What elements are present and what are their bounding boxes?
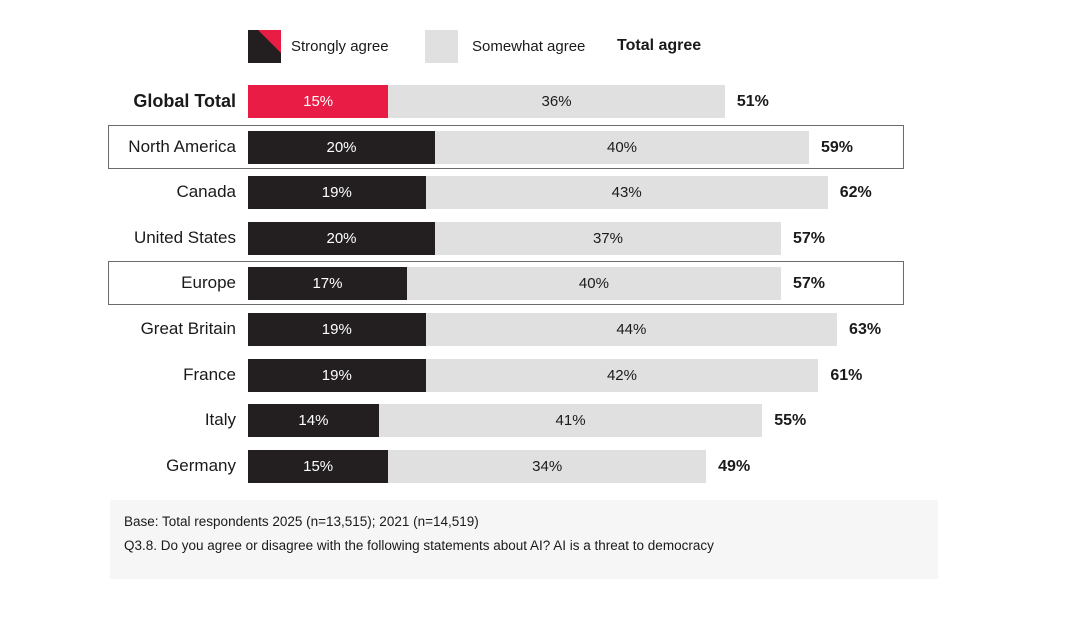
value-label-total-agree-france: 61% <box>830 366 863 384</box>
value-label-somewhat-agree-italy: 41% <box>555 412 586 430</box>
bar-strongly-agree-great-britain <box>248 313 426 346</box>
value-label-somewhat-agree-united-states: 37% <box>592 229 623 247</box>
bar-somewhat-agree-france <box>425 358 819 392</box>
bar-strongly-agree-global-total <box>248 85 389 118</box>
value-label-strongly-agree-germany: 15% <box>303 457 334 475</box>
value-label-total-agree-united-states: 57% <box>792 229 825 247</box>
value-label-total-agree-great-britain: 63% <box>849 321 882 338</box>
value-label-somewhat-agree-global-total: 36% <box>541 93 572 110</box>
value-label-somewhat-agree-canada: 43% <box>611 184 642 202</box>
value-label-strongly-agree-north-america: 20% <box>326 138 357 156</box>
bar-strongly-agree-france <box>248 358 426 392</box>
bar-strongly-agree-north-america <box>248 130 435 164</box>
bar-somewhat-agree-europe <box>406 267 781 301</box>
bar-somewhat-agree-canada <box>425 176 828 210</box>
value-label-strongly-agree-global-total: 15% <box>303 93 334 110</box>
category-label-north-america: North America <box>128 136 236 156</box>
category-label-great-britain: Great Britain <box>140 319 236 338</box>
value-label-total-agree-north-america: 59% <box>821 138 854 156</box>
category-label-germany: Germany <box>166 455 236 475</box>
bar-strongly-agree-canada <box>248 176 426 210</box>
bar-somewhat-agree-united-states <box>435 221 781 255</box>
bar-strongly-agree-germany <box>248 449 389 483</box>
value-label-strongly-agree-united-states: 20% <box>326 229 357 247</box>
bar-somewhat-agree-north-america <box>435 130 809 164</box>
row-highlight-box-europe <box>108 261 904 306</box>
value-label-somewhat-agree-europe: 40% <box>578 275 609 293</box>
value-label-somewhat-agree-germany: 34% <box>532 457 563 475</box>
value-label-strongly-agree-europe: 17% <box>312 275 343 293</box>
value-label-strongly-agree-canada: 19% <box>321 184 352 202</box>
value-label-strongly-agree-italy: 14% <box>298 412 329 430</box>
legend: Strongly agree Somewhat agree Total agre… <box>0 30 1080 66</box>
category-label-global-total: Global Total <box>133 91 236 111</box>
footnote-panel: Base: Total respondents 2025 (n=13,515);… <box>110 500 938 579</box>
row-highlight-box-north-america <box>108 124 904 169</box>
category-label-united-states: United States <box>133 227 236 247</box>
legend-strongly-agree-label: Strongly agree <box>291 38 389 55</box>
category-label-france: France <box>183 364 236 384</box>
somewhat-agree-swatch <box>425 30 458 63</box>
category-label-canada: Canada <box>176 182 236 202</box>
legend-total-agree-label: Total agree <box>617 37 702 54</box>
bar-somewhat-agree-great-britain <box>425 313 838 346</box>
value-label-strongly-agree-great-britain: 19% <box>321 321 352 338</box>
legend-somewhat-agree-label: Somewhat agree <box>472 38 586 55</box>
category-label-italy: Italy <box>204 410 236 430</box>
category-label-europe: Europe <box>181 273 236 293</box>
value-label-somewhat-agree-north-america: 40% <box>606 138 638 156</box>
footnote-base: Base: Total respondents 2025 (n=13,515);… <box>124 514 479 529</box>
bar-strongly-agree-italy <box>248 404 379 438</box>
bar-strongly-agree-united-states <box>248 221 435 255</box>
value-label-somewhat-agree-great-britain: 44% <box>616 321 647 338</box>
value-label-total-agree-canada: 62% <box>839 184 872 202</box>
value-label-strongly-agree-france: 19% <box>321 366 352 384</box>
value-label-total-agree-global-total: 51% <box>736 93 769 110</box>
bar-somewhat-agree-global-total <box>388 85 725 118</box>
bar-somewhat-agree-germany <box>388 449 707 483</box>
strongly-agree-swatch <box>248 30 281 63</box>
footnote-question: Q3.8. Do you agree or disagree with the … <box>124 538 714 553</box>
value-label-total-agree-europe: 57% <box>792 275 825 293</box>
value-label-somewhat-agree-france: 42% <box>606 366 637 384</box>
value-label-total-agree-germany: 49% <box>718 457 751 475</box>
bar-somewhat-agree-italy <box>378 404 763 438</box>
value-label-total-agree-italy: 55% <box>774 412 807 430</box>
bar-strongly-agree-europe <box>248 267 407 301</box>
